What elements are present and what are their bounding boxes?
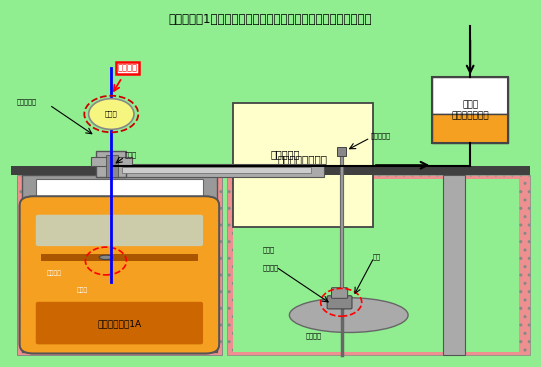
- Circle shape: [89, 99, 134, 130]
- FancyBboxPatch shape: [19, 196, 219, 353]
- Text: 流量計: 流量計: [105, 111, 118, 117]
- Text: 伊方発電所1号機　非常用ディーゼル発電機燃料供給系統概略図: 伊方発電所1号機 非常用ディーゼル発電機燃料供給系統概略図: [169, 14, 372, 26]
- Text: 測定テープ: 測定テープ: [371, 133, 390, 139]
- Text: 検出棒: 検出棒: [76, 287, 88, 292]
- Bar: [11, 166, 530, 175]
- Bar: [36, 179, 203, 344]
- Bar: [227, 175, 530, 355]
- Bar: [233, 103, 373, 228]
- Bar: [432, 114, 508, 143]
- Text: フロート: フロート: [306, 332, 321, 339]
- Bar: [22, 175, 216, 352]
- Text: 金具: 金具: [373, 254, 381, 260]
- Bar: [96, 151, 126, 177]
- FancyBboxPatch shape: [36, 302, 203, 344]
- Text: 当該箇所: 当該箇所: [117, 64, 137, 73]
- Text: 検出部詳細: 検出部詳細: [270, 149, 300, 159]
- Bar: [432, 77, 508, 114]
- Bar: [233, 179, 519, 352]
- FancyBboxPatch shape: [332, 288, 348, 298]
- Bar: [98, 164, 325, 177]
- Text: 測定テープ: 測定テープ: [17, 98, 37, 105]
- Bar: [338, 147, 346, 156]
- Bar: [432, 77, 508, 143]
- Ellipse shape: [289, 298, 408, 333]
- Text: 非常用ディーゼル
発電機1A機関: 非常用ディーゼル 発電機1A機関: [278, 155, 328, 176]
- Text: 検出棒: 検出棒: [262, 246, 274, 253]
- Ellipse shape: [99, 255, 113, 259]
- FancyBboxPatch shape: [36, 215, 203, 246]
- Text: 燃料油
サービスタンク: 燃料油 サービスタンク: [451, 101, 489, 120]
- Bar: [91, 157, 131, 166]
- Bar: [41, 254, 197, 261]
- Bar: [106, 155, 118, 177]
- Bar: [17, 175, 222, 355]
- Bar: [122, 167, 311, 173]
- FancyBboxPatch shape: [327, 296, 352, 309]
- Bar: [443, 175, 465, 355]
- Text: 燃料油貯油槽1A: 燃料油貯油槽1A: [97, 319, 141, 328]
- Text: 不燃箇所: 不燃箇所: [262, 264, 279, 271]
- Text: フロート: フロート: [47, 270, 62, 276]
- Text: 棒尺棒: 棒尺棒: [125, 151, 137, 158]
